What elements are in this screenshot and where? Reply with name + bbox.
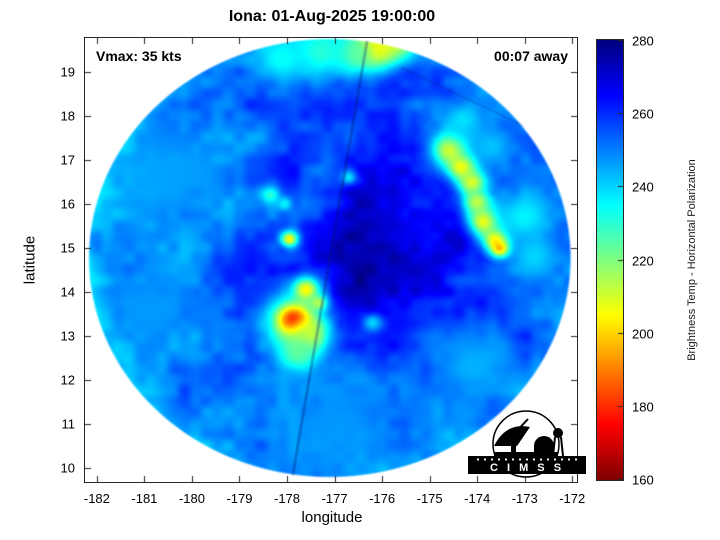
y-tick-label: 18: [60, 108, 75, 124]
observatory-dome-icon: [534, 436, 554, 446]
y-tick-label: 13: [60, 328, 75, 344]
y-axis-label: latitude: [21, 235, 39, 285]
logo-dotted-line: [476, 458, 578, 461]
colorbar-tick-label: 160: [632, 472, 654, 487]
x-tick-label: -176: [369, 491, 396, 506]
plot-title: Iona: 01-Aug-2025 19:00:00: [228, 8, 436, 25]
x-tick-label: -181: [131, 491, 158, 506]
x-tick-label: -175: [416, 491, 443, 506]
x-tick-label: -179: [226, 491, 253, 506]
dome-base: [534, 446, 554, 454]
x-tick-label: -182: [83, 491, 110, 506]
logo-text: C I M S S: [490, 462, 564, 474]
cimss-logo: C I M S S: [468, 410, 586, 478]
colorbar-tick-label: 260: [632, 106, 654, 121]
colorbar-tick-label: 180: [632, 399, 654, 414]
y-tick-label: 14: [60, 284, 75, 300]
x-tick-label: -174: [464, 491, 491, 506]
telescope-mount: [511, 442, 516, 458]
colorbar-tick-label: 220: [632, 253, 654, 268]
satellite-image-canvas: [84, 37, 578, 483]
y-tick-label: 15: [60, 240, 75, 256]
vmax-annotation: Vmax: 35 kts: [96, 48, 182, 64]
logo-banner: [468, 456, 586, 474]
x-tick-label: -180: [178, 491, 205, 506]
x-axis-label: longitude: [301, 509, 363, 526]
telescope-feed-arm: [512, 418, 529, 436]
colorbar-canvas: [596, 39, 624, 481]
tower-leg: [560, 436, 564, 457]
colorbar-tick-label: 240: [632, 179, 654, 194]
colorbar-tick-label: 200: [632, 326, 654, 341]
y-tick-label: 12: [60, 372, 75, 388]
radio-telescope-icon: [494, 426, 530, 446]
y-tick-label: 19: [60, 64, 75, 80]
colorbar-tick-label: 280: [632, 33, 654, 48]
colorbar-label: Brightness Temp - Horizontal Polarizatio…: [686, 159, 698, 361]
y-tick-label: 16: [60, 196, 75, 212]
y-tick-label: 10: [60, 460, 75, 476]
water-tower-icon: [553, 428, 563, 438]
x-tick-label: -177: [321, 491, 348, 506]
x-tick-label: -173: [511, 491, 538, 506]
y-tick-label: 17: [60, 152, 75, 168]
y-tick-label: 11: [61, 416, 76, 432]
eta-annotation: 00:07 away: [494, 48, 568, 64]
x-tick-label: -172: [559, 491, 586, 506]
x-tick-label: -178: [274, 491, 301, 506]
logo-ground: [494, 452, 558, 458]
